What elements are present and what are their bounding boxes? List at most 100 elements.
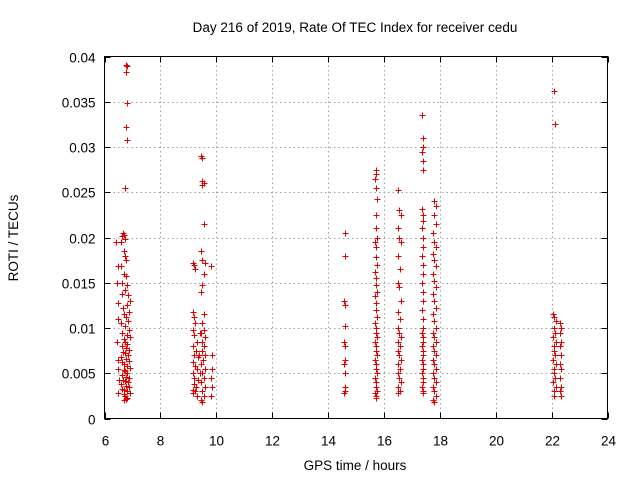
data-point	[190, 309, 197, 316]
data-point	[557, 375, 564, 382]
data-point	[420, 298, 427, 305]
data-point	[395, 325, 402, 332]
data-point	[431, 399, 438, 406]
data-point	[342, 370, 349, 377]
data-point	[558, 352, 565, 359]
data-point	[430, 343, 437, 350]
data-point	[341, 361, 348, 368]
data-point	[557, 330, 564, 337]
data-point	[372, 357, 379, 364]
data-point	[122, 185, 129, 192]
data-point	[398, 239, 405, 246]
x-tick-label: 8	[157, 434, 165, 449]
data-point	[395, 187, 402, 194]
data-point	[398, 298, 405, 305]
data-point	[433, 366, 440, 373]
data-point	[122, 253, 129, 260]
data-point	[121, 367, 128, 374]
data-point	[430, 370, 437, 377]
data-point	[374, 235, 381, 242]
data-point	[114, 339, 121, 346]
data-point	[372, 339, 379, 346]
data-point	[419, 280, 426, 287]
data-point	[198, 289, 205, 296]
data-point	[120, 305, 127, 312]
data-point	[372, 375, 379, 382]
data-point	[551, 314, 558, 321]
data-point	[419, 307, 426, 314]
data-point	[373, 275, 380, 282]
data-point	[419, 370, 426, 377]
data-point	[373, 212, 380, 219]
data-point	[341, 298, 348, 305]
data-point	[373, 395, 380, 402]
data-point	[420, 135, 427, 142]
data-point	[198, 379, 205, 386]
x-tick-label: 10	[209, 434, 224, 449]
data-point	[557, 388, 564, 395]
data-point	[419, 225, 426, 232]
data-point	[373, 171, 380, 178]
data-point	[124, 63, 131, 70]
data-point	[127, 298, 134, 305]
data-point	[433, 203, 440, 210]
data-point	[123, 62, 130, 69]
data-point	[198, 248, 205, 255]
y-tick-label: 0.005	[62, 367, 96, 382]
data-point	[124, 137, 131, 144]
data-point	[420, 379, 427, 386]
data-point	[550, 357, 557, 364]
x-tick-label: 22	[545, 434, 560, 449]
data-point	[123, 257, 130, 264]
x-tick-labels: 6 8 10 12 14 16 18 20 22 24	[102, 434, 617, 449]
data-point	[122, 287, 129, 294]
data-point	[551, 348, 558, 355]
chart-title: Day 216 of 2019, Rate Of TEC Index for r…	[193, 20, 518, 35]
data-point	[398, 379, 405, 386]
data-point	[373, 307, 380, 314]
data-point	[550, 311, 557, 318]
data-point	[373, 254, 380, 261]
data-point	[119, 330, 126, 337]
data-point	[396, 235, 403, 242]
data-point	[431, 361, 438, 368]
y-tick-label: 0.03	[69, 141, 95, 156]
data-point	[558, 384, 565, 391]
data-point	[557, 320, 564, 327]
data-point	[396, 284, 403, 291]
data-point	[433, 325, 440, 332]
data-point	[191, 375, 198, 382]
data-point	[123, 69, 130, 76]
data-point	[372, 293, 379, 300]
data-point	[125, 318, 132, 325]
x-tick-label: 24	[601, 434, 617, 449]
data-point	[191, 314, 198, 321]
data-point	[420, 144, 427, 151]
data-point	[202, 334, 209, 341]
data-point	[209, 366, 216, 373]
data-point	[115, 366, 122, 373]
y-tick-label: 0.025	[62, 186, 96, 201]
data-point	[398, 212, 405, 219]
data-point	[342, 323, 349, 330]
data-point	[420, 244, 427, 251]
data-point	[551, 88, 558, 95]
data-point	[199, 155, 206, 162]
data-point	[122, 236, 129, 243]
data-point	[420, 271, 427, 278]
data-point	[197, 330, 204, 337]
data-point	[420, 235, 427, 242]
data-point	[420, 352, 427, 359]
y-tick-label: 0.02	[69, 232, 95, 247]
data-point	[199, 320, 206, 327]
data-point	[431, 257, 438, 264]
data-point	[199, 388, 206, 395]
data-point	[342, 343, 349, 350]
data-point	[557, 361, 564, 368]
data-point	[397, 366, 404, 373]
data-point	[420, 158, 427, 165]
data-points	[113, 62, 565, 406]
data-point	[397, 316, 404, 323]
data-point	[419, 112, 426, 119]
